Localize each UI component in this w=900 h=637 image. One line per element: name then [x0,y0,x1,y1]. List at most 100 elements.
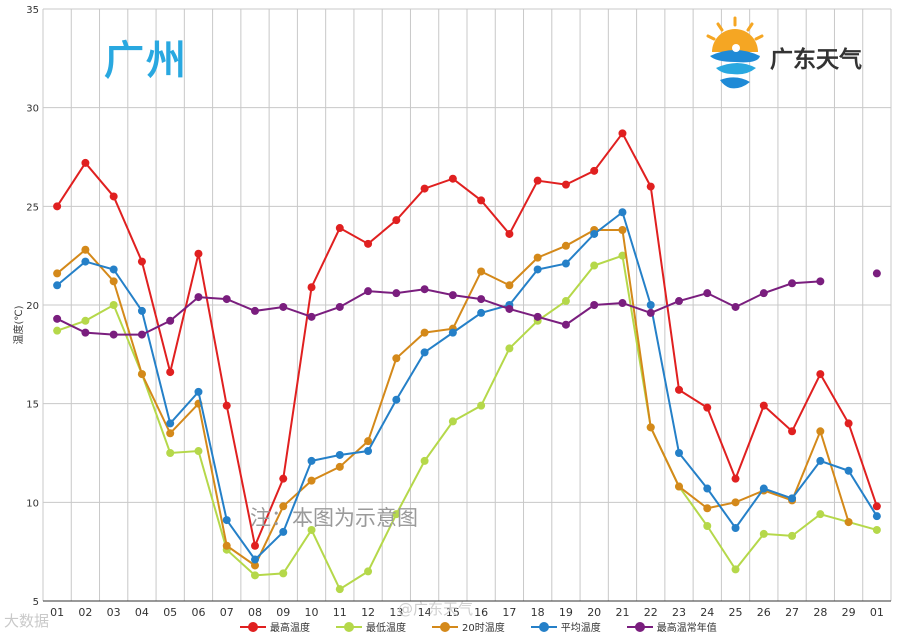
data-point [703,504,712,513]
x-tick-label: 29 [842,606,856,619]
x-tick-label: 11 [333,606,347,619]
data-point [731,523,740,532]
data-point [618,226,627,235]
data-point [222,401,231,410]
data-point [335,462,344,471]
x-tick-label: 04 [135,606,149,619]
data-point [703,522,712,531]
data-point [81,316,90,325]
chart-note: 注：本图为示意图 [250,506,418,530]
data-point [251,561,259,570]
legend-swatch [432,621,458,632]
data-point [816,427,825,436]
legend-item[interactable]: 20时温度 [432,619,505,634]
data-point [505,304,514,313]
data-point [646,423,655,432]
data-point [137,370,146,379]
legend-label: 最低温度 [366,623,406,634]
data-point [618,299,627,308]
legend-swatch [626,621,653,632]
data-point [279,302,288,311]
data-point [364,287,373,296]
legend-item[interactable]: 最高温度 [240,619,310,634]
data-point [505,281,514,290]
x-tick-label: 03 [107,606,121,619]
data-point [561,297,570,306]
data-point [731,498,740,507]
data-point [561,241,570,250]
city-title: 广州 [104,38,188,84]
data-point [81,257,90,266]
data-point [335,585,344,594]
chart-series [53,129,881,594]
data-point [675,482,683,491]
y-tick-label: 30 [26,104,39,115]
data-point [251,555,259,564]
data-point [251,571,259,580]
data-point [194,249,203,258]
watermark-left: 大数据 [4,612,50,630]
legend-swatch [530,621,557,632]
x-tick-label: 19 [559,606,573,619]
data-point [618,208,627,217]
data-point [844,518,853,527]
legend-label: 20时温度 [462,623,505,634]
data-point [307,456,316,465]
legend-label: 最高温度 [270,623,310,634]
data-point [703,289,712,298]
legend-item[interactable]: 平均温度 [530,619,601,634]
data-point [533,253,542,262]
data-point [109,265,118,274]
data-point [872,512,881,521]
legend-label: 平均温度 [560,623,601,634]
data-point [477,308,486,317]
data-point [364,239,373,248]
x-tick-label: 01 [50,606,64,619]
legend-item[interactable]: 最高温常年值 [626,619,717,634]
series-line [56,229,850,567]
data-point [477,401,486,410]
data-point [222,541,231,550]
data-point [759,529,768,538]
data-point [590,261,599,270]
data-point [307,283,316,292]
x-tick-label: 16 [474,606,488,619]
x-tick-label: 18 [531,606,545,619]
data-point [505,229,514,238]
data-point [675,297,683,306]
data-point [759,289,768,298]
series-2 [53,226,853,570]
series-3 [53,208,881,564]
data-point [335,450,344,459]
data-point [53,202,62,211]
legend-item[interactable]: 最低温度 [336,619,406,634]
x-tick-label: 08 [248,606,262,619]
data-point [81,328,90,337]
series-0 [53,129,881,550]
data-point [420,456,429,465]
data-point [533,265,542,274]
data-point [448,291,457,300]
data-point [590,301,599,309]
data-point [166,419,175,428]
data-point [816,456,825,465]
data-point [222,516,231,525]
data-point [646,308,655,317]
x-tick-label: 06 [191,606,205,619]
data-point [392,354,401,363]
series-line [56,131,878,550]
y-axis-label: 温度(℃) [12,305,25,344]
data-point [816,277,825,286]
sun-logo-icon [706,16,764,89]
watermark-middle: @广东天气 [398,600,474,618]
data-point [194,447,203,456]
x-tick-label: 13 [389,606,403,619]
data-point [307,312,316,321]
data-point [137,306,146,315]
data-point [307,525,316,534]
x-tick-label: 27 [785,606,799,619]
data-point [307,476,316,485]
data-point [166,429,175,438]
data-point [533,312,542,321]
